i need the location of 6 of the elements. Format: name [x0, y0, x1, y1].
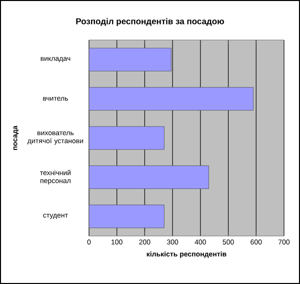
bar — [89, 204, 164, 228]
bar — [89, 48, 172, 72]
chart-title: Розподіл респондентів за посадою — [76, 18, 224, 26]
bar — [89, 87, 254, 110]
bar — [89, 166, 209, 189]
bar — [89, 126, 164, 150]
